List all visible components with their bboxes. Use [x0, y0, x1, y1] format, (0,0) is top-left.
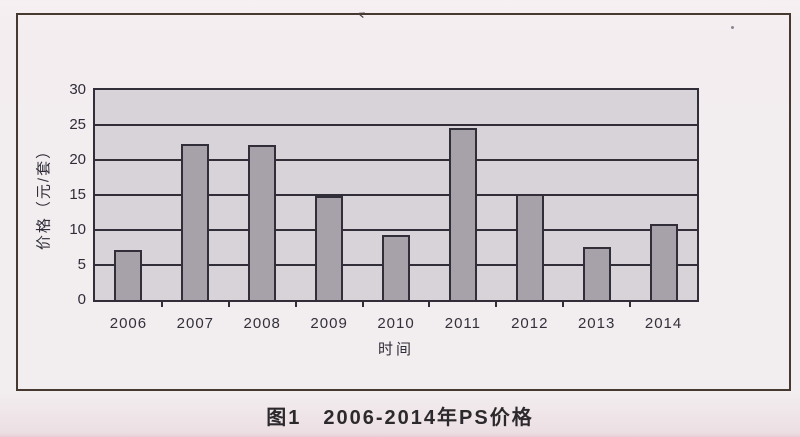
x-tick-label-2006: 2006 [109, 315, 148, 332]
gridline-y-25 [95, 124, 697, 126]
x-tick-label-2013: 2013 [577, 315, 616, 332]
x-axis-tick [160, 300, 163, 307]
x-tick-label-2011: 2011 [444, 315, 481, 332]
plot-area [93, 88, 699, 302]
gridline-y-15 [95, 194, 697, 196]
y-tick-label-20: 20 [69, 151, 86, 168]
x-tick-label-2014: 2014 [644, 315, 683, 332]
x-axis-tick [629, 300, 632, 307]
bar-2007 [181, 144, 210, 300]
y-tick-label-0: 0 [77, 291, 86, 308]
gridline-y-20 [95, 159, 697, 161]
x-axis-tick [562, 300, 565, 307]
x-axis-tick [428, 300, 431, 307]
y-tick-label-10: 10 [69, 221, 86, 238]
bar-2013 [582, 247, 611, 300]
x-axis-title: 时间 [377, 341, 414, 358]
bar-2010 [382, 235, 410, 300]
y-tick-label-5: 5 [77, 256, 86, 273]
bar-2014 [649, 224, 678, 300]
bar-2008 [248, 145, 277, 300]
bar-2006 [114, 250, 143, 300]
x-axis-tick [361, 300, 364, 307]
bar-2009 [315, 196, 344, 300]
figure-caption: 图1 2006-2014年PS价格 [266, 407, 534, 429]
figure-border-box [16, 13, 791, 391]
y-axis-title: 价格（元/套） [35, 141, 53, 251]
x-tick-label-2009: 2009 [310, 315, 348, 332]
y-tick-label-30: 30 [69, 81, 86, 98]
x-axis-tick [294, 300, 297, 307]
x-tick-label-2010: 2010 [377, 315, 415, 332]
x-tick-label-2012: 2012 [511, 315, 549, 332]
y-tick-label-25: 25 [69, 116, 86, 133]
x-tick-label-2007: 2007 [176, 315, 215, 332]
gridline-y-10 [95, 229, 697, 231]
scan-speck [731, 26, 734, 29]
bar-2011 [448, 128, 477, 300]
x-axis-tick [227, 300, 230, 307]
x-axis-tick [495, 300, 498, 307]
y-tick-label-15: 15 [69, 186, 86, 203]
x-tick-label-2008: 2008 [243, 315, 281, 332]
bar-2012 [515, 194, 544, 300]
